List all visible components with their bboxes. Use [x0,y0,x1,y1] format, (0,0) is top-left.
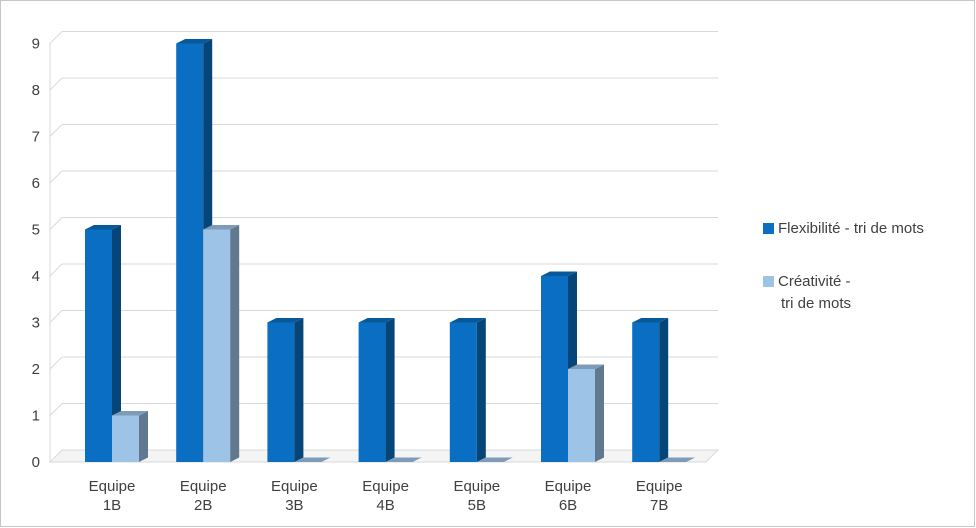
bar-front [85,229,112,462]
x-tick-label: Equipe [180,478,227,495]
legend-label: tri de mots [781,295,851,312]
bar [176,39,213,462]
x-tick-label: Equipe [636,478,683,495]
legend-swatch [763,223,774,234]
gridline-diagonal [49,170,63,184]
x-tick-label: 4B [376,497,394,514]
bar [632,318,669,462]
gridline-diagonal [49,310,63,323]
bar [385,457,422,462]
legend-label: Flexibilité - tri de mots [778,220,924,237]
gridline-diagonal [49,356,63,370]
bar-top [568,364,604,369]
bar-top [85,225,121,230]
x-axis: Equipe 1B Equipe 2B Equipe 3B Equipe 4B Equipe 5B… [89,478,683,514]
bar-top [267,318,304,323]
bar-top [176,39,213,44]
bar-side [112,225,121,462]
x-tick-label: Equipe [271,478,318,495]
bar-top [632,318,669,323]
x-tick-label: Equipe [89,478,136,495]
bar-top [476,457,513,462]
y-tick-label: 9 [32,36,40,53]
y-tick-label: 8 [32,82,40,99]
bars [85,39,696,462]
x-tick-label: Equipe [453,478,500,495]
bar-front [112,415,139,462]
x-tick-label: 5B [468,497,486,514]
x-tick-label: 2B [194,497,212,514]
bar-side [659,318,669,462]
bar-side [294,318,304,462]
bar-front [568,369,595,462]
y-tick-label: 0 [32,454,40,471]
bar-front [176,43,204,462]
bar-top [112,411,148,416]
bar [358,318,395,462]
gridline-diagonal [49,77,63,91]
x-tick-label: Equipe [362,478,409,495]
x-tick-label: 6B [559,497,577,514]
gridline-diagonal [49,403,63,416]
y-tick-label: 5 [32,222,40,239]
y-tick-label: 7 [32,129,40,146]
bar-top [385,457,422,462]
gridline-diagonal [49,217,63,230]
x-tick-label: 3B [285,497,303,514]
bar [659,457,696,462]
gridline-diagonal [49,124,63,137]
bar-front [203,229,231,462]
bar-front [632,322,660,462]
x-tick-label: Equipe [545,478,592,495]
bar-side [139,411,148,462]
gridline-diagonal [49,263,63,277]
bar-front [358,322,386,462]
x-tick-label: 1B [103,497,121,514]
bar [568,364,604,462]
bar-side [476,318,486,462]
bar [476,457,513,462]
bar-side [595,364,604,462]
bar [112,411,148,462]
legend: Flexibilité - tri de mots Créativité - tri… [763,220,924,312]
y-tick-label: 1 [32,408,40,425]
bar-front [541,276,568,462]
bar-front [449,322,477,462]
bar [449,318,486,462]
bar [294,457,331,462]
bar-top [541,271,577,276]
bar-top [659,457,696,462]
y-tick-label: 3 [32,315,40,332]
y-tick-label: 6 [32,175,40,192]
y-tick-label: 2 [32,361,40,378]
bar [267,318,304,462]
bar-front [267,322,295,462]
y-tick-label: 4 [32,268,40,285]
bar-top [294,457,331,462]
bar-top [203,225,240,230]
legend-swatch [763,276,774,287]
bar-top [449,318,486,323]
bar [203,225,240,462]
bar-side [230,225,240,462]
y-axis: 0 1 2 3 4 5 6 7 8 9 [32,36,40,472]
bar-top [358,318,395,323]
bar-side [385,318,395,462]
x-tick-label: 7B [650,497,668,514]
legend-label: Créativité - [778,273,851,290]
bar [85,225,121,462]
gridline-diagonal [49,31,63,44]
